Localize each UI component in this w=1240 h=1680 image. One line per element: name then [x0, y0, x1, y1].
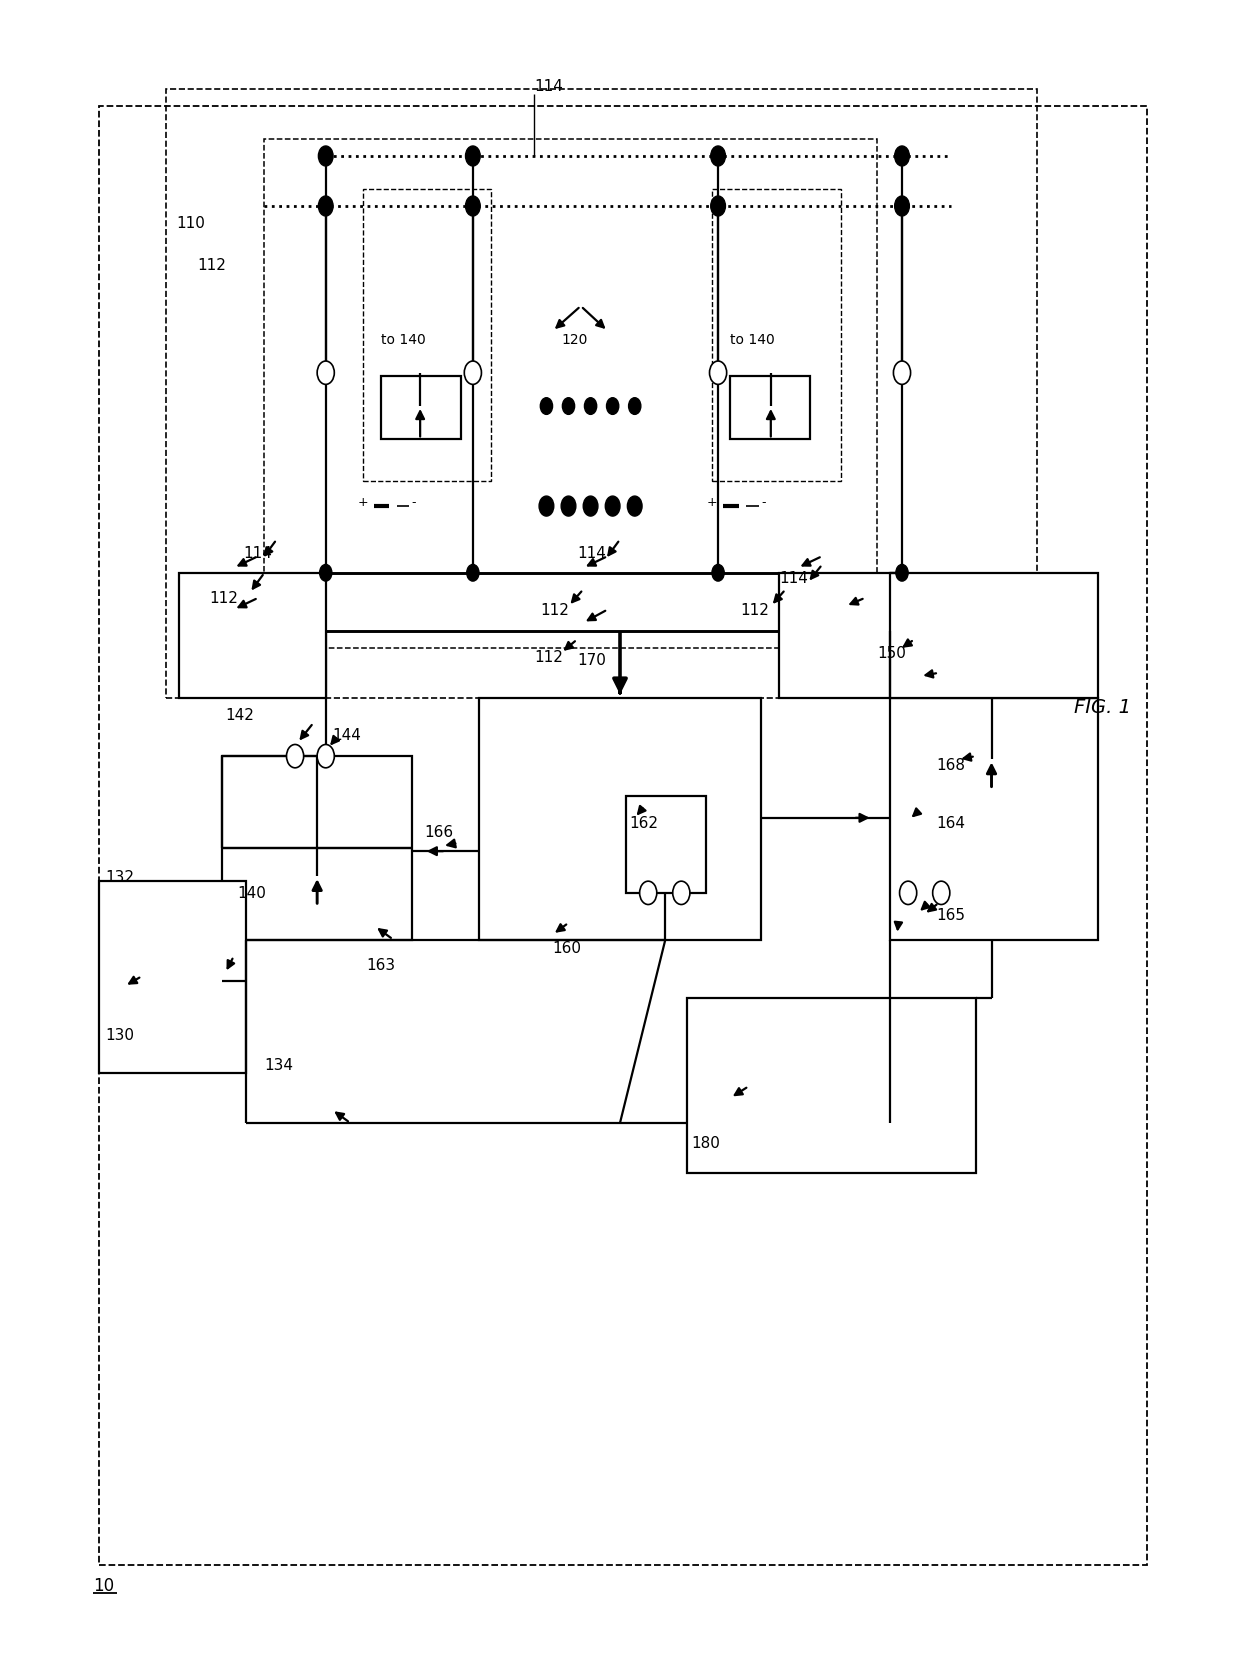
Text: 180: 180 [691, 1136, 720, 1151]
Circle shape [584, 398, 596, 415]
Circle shape [605, 497, 620, 517]
Text: 150: 150 [878, 645, 906, 660]
Circle shape [319, 146, 334, 166]
Text: 112: 112 [210, 591, 238, 606]
Text: 170: 170 [577, 652, 606, 667]
Circle shape [583, 497, 598, 517]
Text: 166: 166 [424, 825, 453, 840]
Text: 112: 112 [197, 257, 226, 272]
Bar [626, 796, 706, 894]
Bar [890, 573, 1099, 699]
Bar [381, 376, 460, 440]
Text: 114: 114 [780, 571, 808, 586]
Bar [264, 139, 878, 648]
Text: 163: 163 [366, 958, 396, 973]
Circle shape [712, 564, 724, 581]
Circle shape [629, 398, 641, 415]
Text: 114: 114 [534, 79, 563, 94]
Circle shape [465, 197, 480, 217]
Text: -: - [412, 496, 417, 509]
Bar [179, 573, 326, 699]
Text: to 140: to 140 [381, 333, 425, 348]
Text: 112: 112 [740, 603, 769, 618]
Circle shape [317, 744, 335, 768]
Circle shape [711, 146, 725, 166]
Circle shape [319, 197, 334, 217]
Text: 120: 120 [562, 333, 588, 348]
Circle shape [320, 564, 332, 581]
Text: FIG. 1: FIG. 1 [1074, 697, 1131, 716]
Circle shape [711, 197, 725, 217]
Text: 112: 112 [541, 603, 569, 618]
Text: 160: 160 [553, 941, 582, 956]
Text: +: + [707, 496, 718, 509]
Text: 134: 134 [264, 1057, 294, 1072]
Circle shape [562, 497, 575, 517]
Text: 142: 142 [226, 707, 254, 722]
Text: 112: 112 [534, 648, 563, 664]
Circle shape [932, 882, 950, 906]
Circle shape [673, 882, 689, 906]
Circle shape [317, 361, 335, 385]
Circle shape [286, 744, 304, 768]
Text: 130: 130 [105, 1028, 134, 1042]
Circle shape [464, 361, 481, 385]
Bar [712, 190, 841, 482]
Text: 164: 164 [936, 816, 965, 832]
Text: +: + [357, 496, 368, 509]
Text: 114: 114 [577, 546, 606, 561]
Text: 144: 144 [332, 727, 361, 743]
Text: 168: 168 [936, 758, 965, 773]
Circle shape [709, 361, 727, 385]
Bar [362, 190, 491, 482]
Circle shape [541, 398, 553, 415]
Bar [780, 573, 901, 699]
Bar [687, 998, 976, 1173]
Circle shape [627, 497, 642, 517]
Text: 162: 162 [630, 816, 658, 832]
Text: 132: 132 [105, 869, 134, 884]
Text: 10: 10 [93, 1576, 114, 1594]
Circle shape [640, 882, 657, 906]
Bar [890, 699, 1099, 941]
Circle shape [894, 146, 909, 166]
Circle shape [899, 882, 916, 906]
Circle shape [894, 197, 909, 217]
Text: 110: 110 [176, 217, 205, 232]
Circle shape [466, 564, 479, 581]
Circle shape [563, 398, 574, 415]
Text: 114: 114 [243, 546, 273, 561]
Circle shape [465, 146, 480, 166]
Circle shape [606, 398, 619, 415]
Text: 140: 140 [237, 885, 267, 900]
Circle shape [895, 564, 908, 581]
Text: -: - [761, 496, 765, 509]
Circle shape [539, 497, 554, 517]
Bar [222, 756, 412, 941]
Text: 165: 165 [936, 907, 965, 922]
Bar [730, 376, 810, 440]
Bar [166, 91, 1037, 699]
Text: to 140: to 140 [730, 333, 775, 348]
Bar [99, 882, 246, 1074]
Bar [479, 699, 761, 941]
Circle shape [894, 361, 910, 385]
Bar [99, 108, 1147, 1564]
